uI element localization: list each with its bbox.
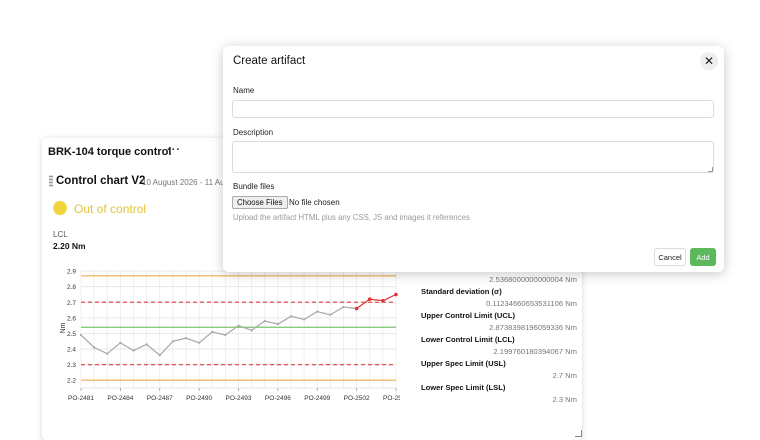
description-label: Description [233, 128, 274, 137]
data-point [119, 341, 122, 344]
data-point [158, 354, 161, 357]
add-button[interactable]: Add [690, 248, 716, 266]
modal-title: Create artifact [233, 55, 306, 67]
std-dev-value: 0.11234660653531106 Nm [486, 299, 577, 308]
x-tick-label: PO-2487 [147, 395, 173, 402]
bundle-help-text: Upload the artifact HTML plus any CSS, J… [233, 213, 470, 222]
ucl-label: Upper Control Limit (UCL) [421, 311, 516, 320]
y-tick-label: 2.8 [67, 284, 76, 291]
y-tick-label: 2.7 [67, 300, 76, 307]
lcl-stat-label: Lower Control Limit (LCL) [421, 335, 515, 344]
std-dev-label: Standard deviation (σ) [421, 287, 502, 296]
data-point [329, 313, 332, 316]
lcl-stat-value: 2.199760180394067 Nm [493, 347, 577, 356]
out-of-control-point [381, 298, 385, 303]
data-point [342, 305, 345, 309]
status-indicator-icon [53, 201, 67, 215]
out-of-control-point [354, 306, 359, 311]
y-tick-label: 2.2 [67, 378, 76, 385]
data-point [250, 329, 253, 332]
out-of-control-line [356, 293, 397, 310]
name-field[interactable] [232, 100, 714, 118]
y-tick-label: 2.5 [67, 331, 76, 338]
create-artifact-modal: Create artifact ✕ Name Description Bundl… [223, 46, 724, 272]
stats-panel: 2.5368000000000004 Nm Standard deviation… [421, 274, 577, 405]
data-point [303, 318, 306, 321]
data-point [276, 323, 279, 326]
usl-label: Upper Spec Limit (USL) [421, 359, 506, 368]
chart-title: Control chart V2 [56, 175, 146, 187]
mean-value: 2.5368000000000004 Nm [489, 275, 577, 284]
cancel-button[interactable]: Cancel [654, 248, 686, 266]
lcl-value: 2.20 Nm [53, 241, 86, 251]
out-of-control-point [394, 292, 398, 297]
close-icon: ✕ [703, 54, 715, 68]
name-label: Name [233, 86, 255, 95]
y-tick-label: 2.9 [67, 269, 76, 276]
y-axis-label: Nm [60, 322, 67, 333]
lsl-label: Lower Spec Limit (LSL) [421, 383, 506, 392]
control-chart: 2.2 2.3 2.4 2.5 2.6 2.7 2.8 2.9 Nm PO-2481 PO-2484… [60, 269, 400, 402]
data-point [93, 346, 96, 349]
data-point [145, 343, 148, 346]
ucl-value: 2.8738398196059336 Nm [489, 323, 577, 332]
y-tick-label: 2.3 [67, 362, 76, 369]
drag-handle-icon[interactable] [49, 175, 53, 187]
description-field[interactable] [232, 141, 714, 173]
data-point [289, 315, 293, 318]
series-line [80, 306, 357, 357]
lsl-value: 2.3 Nm [552, 395, 577, 404]
data-point [263, 319, 266, 323]
more-options-icon[interactable]: ··· [167, 144, 181, 156]
x-tick-label: PO-2496 [265, 395, 291, 402]
textarea-resize-icon[interactable] [708, 167, 713, 172]
data-point [211, 330, 214, 333]
data-point [316, 310, 319, 313]
card-title: BRK-104 torque control [48, 146, 172, 158]
close-button[interactable]: ✕ [700, 52, 718, 70]
chart-date-range: 10 August 2026 - 11 Au [142, 178, 225, 187]
x-tick-label: PO-2499 [304, 395, 330, 402]
x-tick-label: PO-2502 [344, 395, 370, 402]
y-tick-label: 2.6 [67, 315, 76, 322]
data-point [224, 333, 227, 337]
x-tick-label: PO-2505 [383, 395, 400, 402]
usl-value: 2.7 Nm [552, 371, 577, 380]
x-tick-label: PO-2484 [107, 395, 133, 402]
y-tick-label: 2.4 [67, 347, 76, 354]
data-point [237, 324, 240, 327]
lcl-label: LCL [53, 230, 68, 239]
data-point [184, 337, 188, 340]
resize-handle-icon[interactable] [575, 430, 582, 437]
x-tick-label: PO-2481 [68, 395, 94, 402]
status-text: Out of control [74, 202, 147, 216]
data-point [132, 349, 135, 352]
data-point [79, 333, 83, 337]
data-point [171, 340, 174, 343]
x-tick-label: PO-2490 [186, 395, 212, 402]
data-point [198, 341, 201, 344]
x-tick-label: PO-2493 [225, 395, 251, 402]
data-point [106, 352, 109, 355]
choose-files-button[interactable]: Choose Files [232, 196, 288, 209]
file-status: No file chosen [289, 198, 340, 207]
bundle-files-label: Bundle files [233, 182, 275, 191]
out-of-control-point [367, 297, 372, 301]
